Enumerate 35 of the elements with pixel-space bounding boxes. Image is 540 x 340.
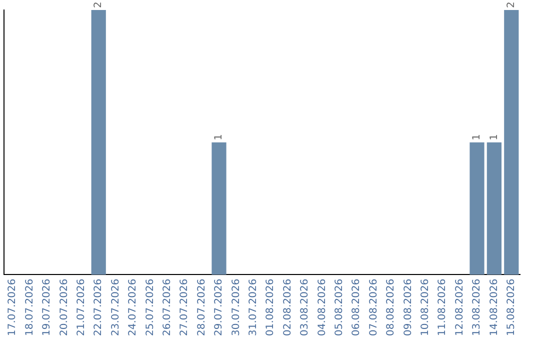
x-tick-label: 01.08.2026 — [265, 278, 276, 336]
x-tick-label: 25.07.2026 — [144, 278, 156, 336]
x-tick-label: 03.08.2026 — [300, 278, 311, 336]
data-label: 1 — [488, 134, 500, 140]
x-tick-label: 15.08.2026 — [506, 278, 517, 336]
x-tick-label: 04.08.2026 — [316, 278, 328, 336]
data-label: 1 — [214, 134, 225, 140]
x-tick-label: 02.08.2026 — [282, 278, 294, 336]
x-tick-label: 22.07.2026 — [93, 278, 104, 336]
x-tick-label: 06.08.2026 — [351, 278, 362, 336]
x-tick-label: 24.07.2026 — [128, 278, 139, 336]
data-label: 2 — [506, 2, 517, 8]
x-tick-label: 30.07.2026 — [230, 278, 242, 336]
x-tick-label: 18.07.2026 — [24, 278, 36, 336]
x-tick-label: 21.07.2026 — [76, 278, 87, 336]
data-label: 1 — [472, 134, 483, 140]
x-tick-label: 20.07.2026 — [58, 278, 70, 336]
x-tick-label: 27.07.2026 — [179, 278, 190, 336]
x-tick-label: 19.07.2026 — [42, 278, 53, 336]
x-tick-label: 11.08.2026 — [437, 278, 448, 336]
x-tick-label: 29.07.2026 — [214, 278, 225, 336]
x-tick-label: 05.08.2026 — [334, 278, 345, 336]
x-tick-label: 28.07.2026 — [196, 278, 208, 336]
x-tick-label: 12.08.2026 — [454, 278, 466, 336]
x-tick-label: 31.07.2026 — [248, 278, 259, 336]
x-tick-label: 17.07.2026 — [7, 278, 18, 336]
x-tick-label: 10.08.2026 — [420, 278, 431, 336]
x-tick-label: 09.08.2026 — [402, 278, 414, 336]
x-tick-label: 13.08.2026 — [472, 278, 483, 336]
x-tick-label: 14.08.2026 — [488, 278, 500, 336]
x-tick-label: 07.08.2026 — [368, 278, 380, 336]
x-tick-label: 08.08.2026 — [386, 278, 397, 336]
x-tick-label: 23.07.2026 — [110, 278, 122, 336]
data-label: 2 — [93, 2, 104, 8]
x-tick-label: 26.07.2026 — [162, 278, 173, 336]
